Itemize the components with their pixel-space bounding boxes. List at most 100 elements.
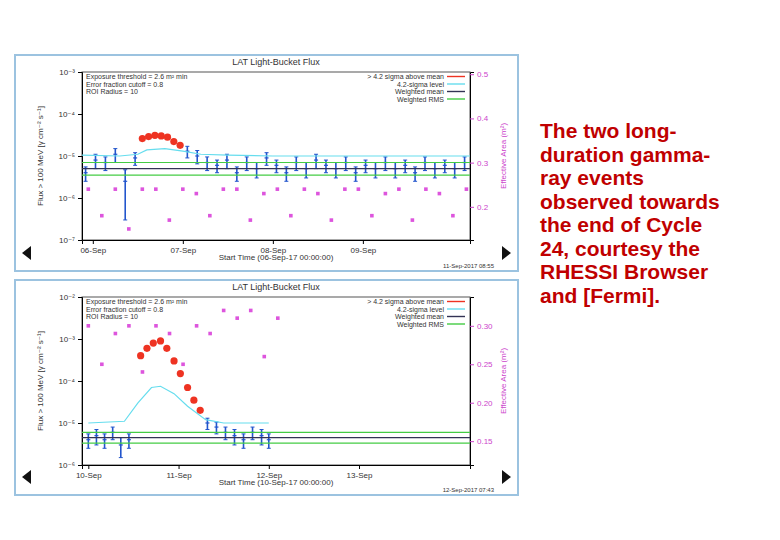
y-axis: 10⁻⁶10⁻⁵10⁻⁴10⁻³10⁻² <box>58 293 82 470</box>
point <box>184 384 191 391</box>
point <box>195 192 199 196</box>
y-axis-tick-label: 10⁻⁴ <box>58 377 75 386</box>
x-axis-tick-mark <box>359 465 360 469</box>
error-cap <box>86 433 90 434</box>
point <box>163 345 170 352</box>
error-cap <box>205 418 209 419</box>
caption-line: ray events <box>540 166 644 189</box>
chart: 06-Sep07-Sep08-Sep09-Sep10⁻⁷10⁻⁶10⁻⁵10⁻⁴… <box>15 55 518 271</box>
y2-axis-tick-mark <box>470 441 474 442</box>
error-cap <box>103 433 107 434</box>
error-cap <box>403 160 407 161</box>
point <box>289 214 293 218</box>
point <box>164 134 171 141</box>
legend-swatch <box>447 301 465 302</box>
error-cap <box>354 181 358 182</box>
point <box>87 324 91 328</box>
error-cap <box>413 181 417 182</box>
caption-line: observed towards <box>540 190 720 213</box>
legend-swatch <box>447 98 465 99</box>
x-axis-tick: 11-Sep <box>166 465 192 480</box>
error-cap <box>113 148 117 149</box>
point-tick <box>119 444 123 445</box>
plot-marks <box>82 132 470 231</box>
point <box>222 309 226 313</box>
point <box>276 187 280 191</box>
error-cap <box>205 156 209 157</box>
series <box>82 175 470 176</box>
point <box>438 192 442 196</box>
y-axis-tick: 10⁻⁶ <box>59 194 82 203</box>
nav-arrow-left <box>22 470 31 484</box>
y2-axis: 0.150.200.250.30 <box>470 298 493 466</box>
y-axis-tick-label: 10⁻⁴ <box>58 110 75 119</box>
point <box>168 218 172 222</box>
annotation: ROI Radius = 10 <box>86 313 138 320</box>
point <box>158 132 165 139</box>
error-cap <box>127 448 131 449</box>
error-bar <box>104 434 106 448</box>
x-axis-line <box>83 241 471 245</box>
error-bar <box>88 434 90 448</box>
point-tick <box>235 172 239 173</box>
y2-axis-tick: 0.3 <box>470 159 489 168</box>
y-axis-tick-label: 10⁻⁶ <box>59 194 75 203</box>
point <box>208 214 212 218</box>
error-cap <box>195 150 199 151</box>
legend-swatch <box>447 323 465 324</box>
error-cap <box>127 433 131 434</box>
error-cap <box>251 427 255 428</box>
point <box>262 192 266 196</box>
x-axis-tick-mark <box>88 465 89 469</box>
y2-axis-tick: 0.30 <box>470 322 493 331</box>
point-tick <box>86 439 90 440</box>
y-axis-tick-mark <box>78 114 82 115</box>
point-tick <box>195 155 199 156</box>
series-line <box>82 432 470 433</box>
point <box>397 187 401 191</box>
point <box>177 142 184 149</box>
point-tick <box>123 181 127 182</box>
y-axis-tick-mark <box>78 381 82 382</box>
error-cap <box>433 177 437 178</box>
series-line <box>82 443 470 444</box>
footer: 11-Sep-2017 08:55 <box>443 263 495 269</box>
x-axis-tick-label: 06-Sep <box>80 246 106 255</box>
plot-frame <box>82 72 470 240</box>
error-cap <box>103 156 107 157</box>
error-cap <box>267 433 271 434</box>
point-tick <box>214 426 218 427</box>
y-axis-tick: 10⁻⁵ <box>59 419 82 428</box>
error-cap <box>364 160 368 161</box>
x-axis-tick-mark <box>93 240 94 244</box>
point <box>235 316 239 320</box>
error-cap <box>260 429 264 430</box>
legend-label: Weighted RMS <box>397 321 444 329</box>
error-cap <box>232 444 236 445</box>
point-tick <box>443 165 447 166</box>
point-tick <box>242 439 246 440</box>
series <box>82 437 470 438</box>
error-cap <box>304 177 308 178</box>
error-cap <box>443 172 447 173</box>
y2-axis-tick: 0.5 <box>470 70 489 79</box>
point <box>127 227 131 231</box>
point-tick <box>103 439 107 440</box>
series <box>137 337 204 414</box>
error-cap <box>344 170 348 171</box>
y-axis-line <box>78 298 83 466</box>
y2-axis-title: Effective Area (m²) <box>499 348 508 414</box>
y-axis-tick: 10⁻⁷ <box>59 236 82 245</box>
x-axis-title: Start Time (06-Sep-17 00:00:00) <box>219 253 334 262</box>
chart-frame <box>15 280 518 495</box>
y-axis-tick: 10⁻⁴ <box>58 377 82 386</box>
legend-entry: Weighted RMS <box>397 96 465 104</box>
point <box>181 187 185 191</box>
series <box>87 187 469 230</box>
point <box>208 332 212 336</box>
chart-title: LAT Light-Bucket Flux <box>232 57 320 67</box>
point-tick <box>403 165 407 166</box>
error-cap <box>185 157 189 158</box>
error-cap <box>94 429 98 430</box>
y-axis-tick: 10⁻³ <box>59 68 82 77</box>
